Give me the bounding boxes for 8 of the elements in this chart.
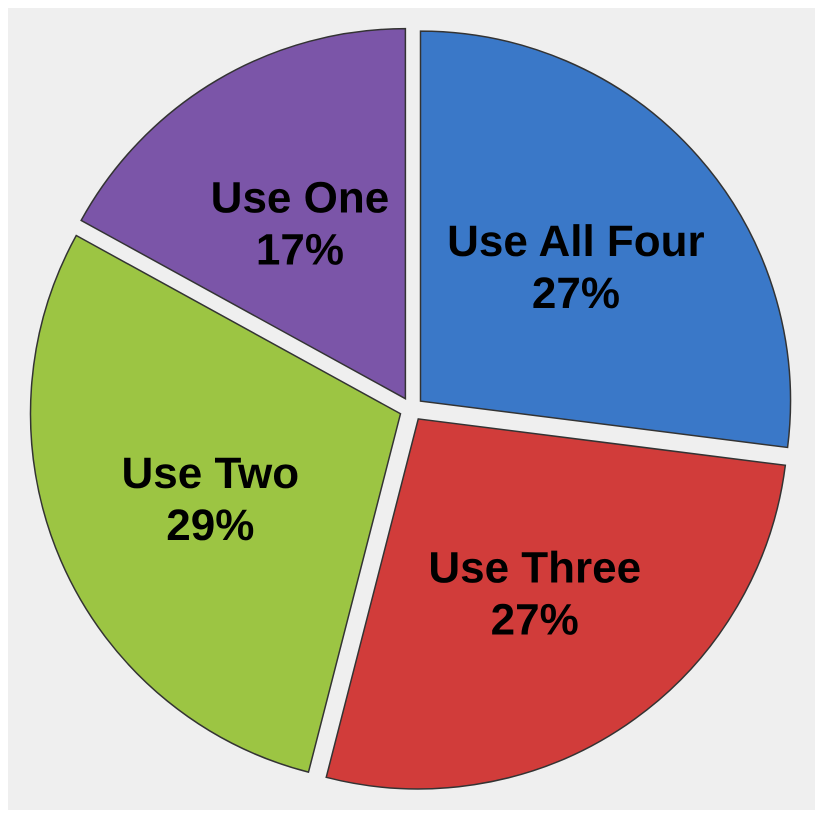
slice-label: Use Three (428, 543, 642, 592)
slice-label: Use Two (122, 449, 300, 498)
data-label: 29% (166, 501, 254, 550)
slice-label: Use All Four (447, 217, 705, 266)
data-label: 17% (256, 225, 344, 274)
data-label: 27% (532, 269, 620, 318)
slice-label: Use One (210, 173, 390, 222)
data-label: 27% (490, 595, 579, 644)
